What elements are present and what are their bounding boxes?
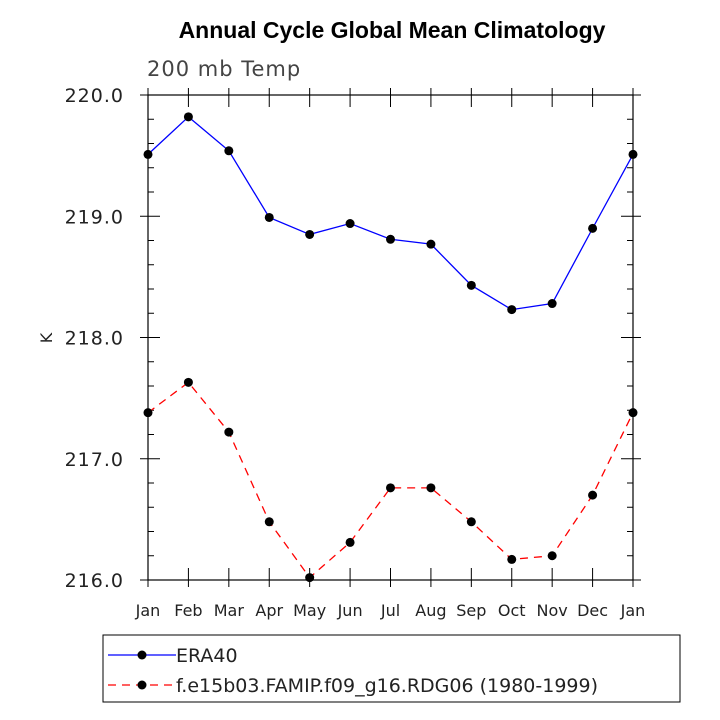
y-axis-ticks: 216.0 217.0 218.0 219.0 220.0 bbox=[65, 85, 641, 592]
series-1-point bbox=[588, 223, 598, 233]
legend: ERA40 f.e15b03.FAMIP.f09_g16.RDG06 (1980-… bbox=[108, 645, 598, 697]
x-tick-label: Aug bbox=[415, 601, 446, 620]
x-axis-ticks: Jan Feb Mar Apr May Jun Jul Aug Sep Oct Nov Dec Jan bbox=[135, 88, 646, 620]
series-1-point bbox=[466, 280, 476, 290]
series-1-point bbox=[345, 219, 355, 229]
series-2-point bbox=[143, 408, 153, 418]
series-1-point bbox=[305, 229, 315, 239]
x-tick-label: Apr bbox=[255, 601, 283, 620]
legend-marker-2 bbox=[137, 680, 147, 690]
series-1-point bbox=[224, 146, 234, 156]
y-axis-label: K bbox=[37, 332, 56, 343]
x-tick-label: Feb bbox=[174, 601, 202, 620]
y-tick-label: 220.0 bbox=[65, 85, 124, 107]
x-tick-label: Jul bbox=[380, 601, 400, 620]
series-2-point bbox=[183, 377, 193, 387]
series-2-point bbox=[426, 483, 436, 493]
series-2-point bbox=[547, 551, 557, 561]
y-tick-label: 216.0 bbox=[65, 570, 124, 592]
series-2-point bbox=[628, 408, 638, 418]
series-1-point bbox=[426, 239, 436, 249]
series-1-point bbox=[386, 234, 395, 244]
series-1-point bbox=[143, 149, 153, 159]
x-tick-label: Oct bbox=[498, 601, 526, 620]
x-tick-label: Sep bbox=[456, 601, 486, 620]
series-2-point bbox=[345, 537, 355, 547]
series-1-point bbox=[183, 112, 193, 122]
series-1-point bbox=[547, 299, 557, 309]
y-tick-label: 217.0 bbox=[65, 449, 124, 471]
series-2-point bbox=[264, 517, 274, 527]
x-tick-label: Nov bbox=[537, 601, 568, 620]
series-2-point bbox=[386, 483, 395, 493]
series-1-point bbox=[507, 305, 517, 315]
series-2-point bbox=[507, 554, 517, 564]
y-tick-label: 219.0 bbox=[65, 206, 124, 228]
x-tick-label: May bbox=[293, 601, 326, 620]
x-tick-label: Dec bbox=[577, 601, 608, 620]
x-tick-label: Jan bbox=[620, 601, 646, 620]
series-2-point bbox=[588, 490, 598, 500]
series-line-2 bbox=[147, 381, 634, 579]
chart-subtitle: 200 mb Temp bbox=[147, 57, 301, 81]
chart-title: Annual Cycle Global Mean Climatology bbox=[179, 17, 606, 43]
legend-box bbox=[102, 634, 681, 703]
series-2-point bbox=[466, 517, 476, 527]
x-tick-label: Jan bbox=[135, 601, 161, 620]
legend-label-1: ERA40 bbox=[176, 645, 238, 667]
series-2-point bbox=[305, 573, 315, 583]
x-tick-label: Mar bbox=[214, 601, 245, 620]
y-tick-label: 218.0 bbox=[65, 328, 124, 350]
plot-frame bbox=[147, 94, 634, 581]
x-tick-label: Jun bbox=[337, 601, 363, 620]
series-layer bbox=[143, 112, 638, 583]
series-2-point bbox=[224, 427, 234, 437]
series-1-point bbox=[264, 212, 274, 222]
legend-label-2: f.e15b03.FAMIP.f09_g16.RDG06 (1980-1999) bbox=[176, 675, 598, 697]
series-line-1 bbox=[147, 115, 634, 311]
legend-marker-1 bbox=[137, 650, 147, 660]
series-1-point bbox=[628, 149, 638, 159]
